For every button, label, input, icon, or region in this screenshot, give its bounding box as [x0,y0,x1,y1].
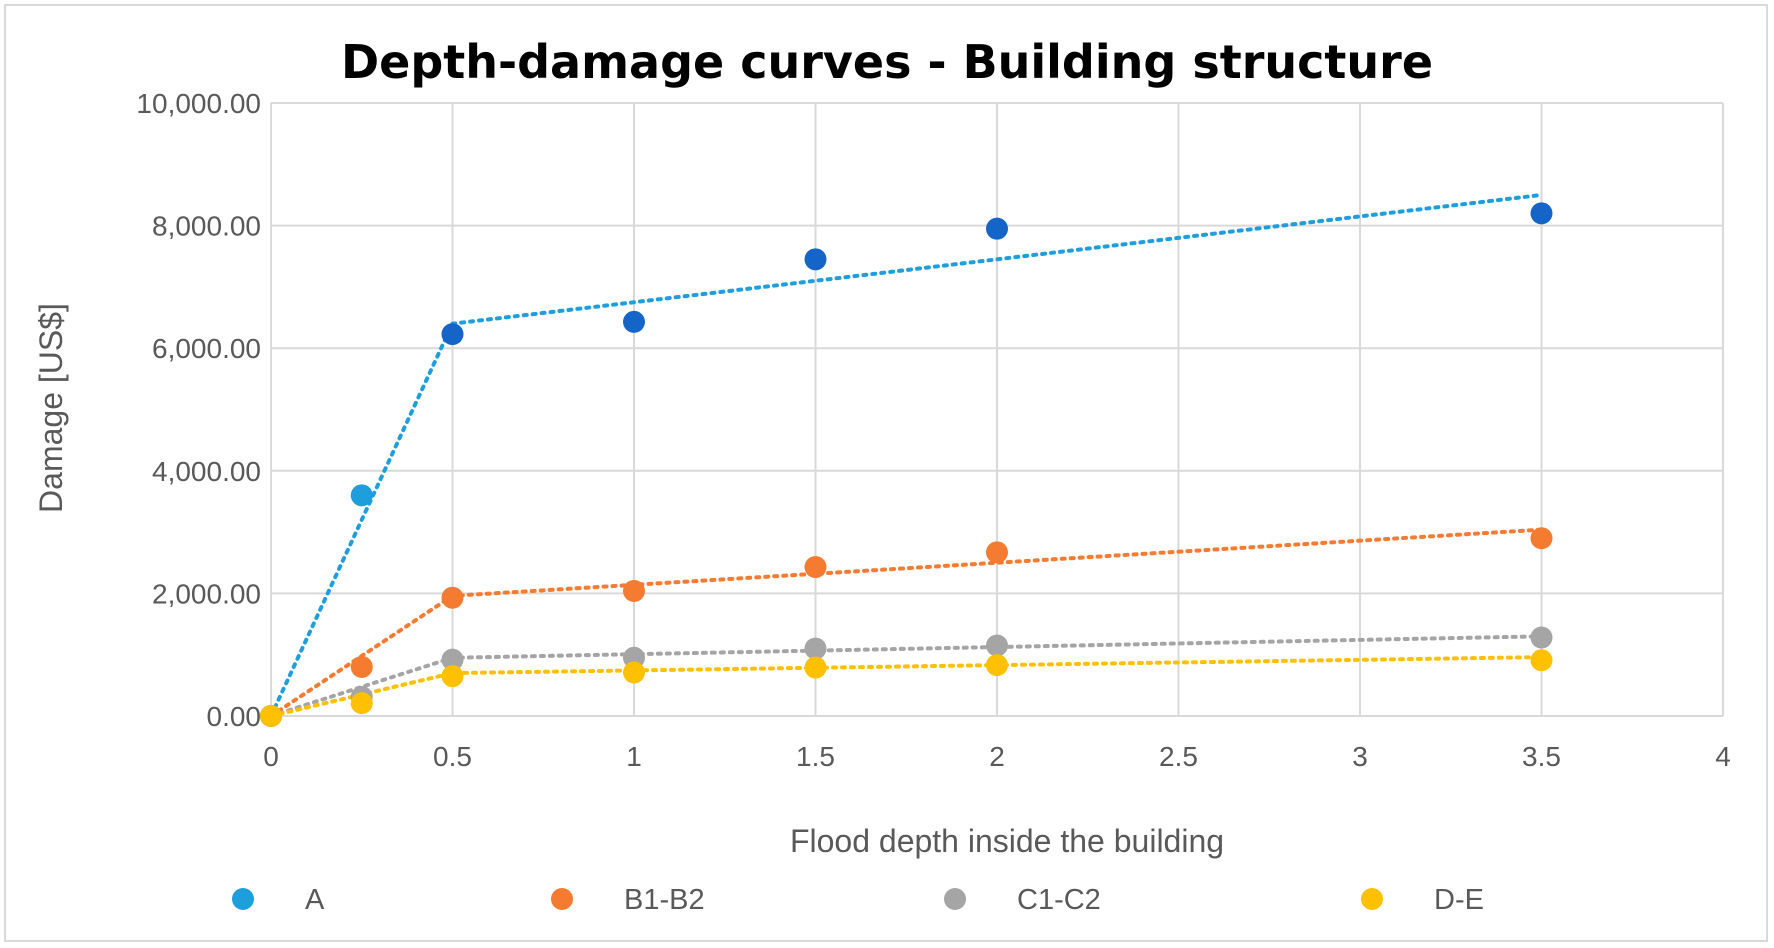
data-point-series-2 [986,634,1008,657]
trendlines [269,192,1544,718]
legend-label: D-E [1434,884,1484,916]
y-tick-label: 4,000.00 [152,456,261,487]
legend-marker [944,888,966,910]
chart-frame [4,4,1768,942]
legend-label: B1-B2 [624,884,705,916]
data-point-series-3 [441,665,464,688]
tick-labels: 0.00 2,000.00 4,000.00 6,000.00 8,000.00 10,0… [136,88,1730,772]
y-tick-label: 6,000.00 [152,333,261,364]
x-tick-label: 3 [1352,741,1368,772]
trendline-series-1 [269,527,1544,718]
x-tick-label: 0 [263,741,279,772]
data-point-series-0 [350,484,373,507]
data-point-series-1 [804,556,827,579]
data-point-series-3 [623,661,645,684]
trendline-series-0 [269,192,1544,718]
x-tick-label: 2.5 [1159,741,1198,772]
legend-marker [551,888,573,910]
y-tick-label: 2,000.00 [152,578,261,609]
legend: A B1-B2 C1-C2 D-E [232,884,1484,916]
data-points [260,202,1553,727]
data-point-series-0 [623,310,645,333]
data-point-series-2 [1530,626,1553,649]
x-tick-label: 0.5 [433,741,472,772]
legend-marker [1361,888,1383,910]
legend-label: A [305,884,325,916]
x-tick-label: 3.5 [1522,741,1561,772]
y-axis-title: Damage [US$] [33,303,69,513]
x-tick-label: 2 [989,741,1005,772]
data-point-series-1 [1530,527,1553,550]
data-point-series-3 [1530,649,1553,672]
data-point-series-3 [804,656,827,679]
data-point-series-0 [441,323,464,346]
data-point-series-1 [986,541,1008,564]
y-tick-label: 8,000.00 [152,211,261,242]
data-point-series-1 [623,579,645,602]
data-point-series-0 [986,217,1008,240]
y-tick-label: 10,000.00 [136,88,261,119]
data-point-series-3 [986,654,1008,677]
x-tick-label: 4 [1715,741,1731,772]
chart-title: Depth-damage curves - Building structure [341,35,1433,89]
data-point-series-3 [350,692,373,715]
legend-label: C1-C2 [1017,884,1101,916]
data-point-series-2 [804,637,827,660]
y-tick-label: 0.00 [207,701,262,732]
x-tick-label: 1 [626,741,642,772]
grid [270,102,1724,717]
trendline-series-3 [269,655,1544,718]
x-axis-title: Flood depth inside the building [790,823,1224,859]
data-point-series-2 [441,648,464,671]
data-point-series-0 [804,248,827,271]
x-tick-label: 1.5 [796,741,835,772]
legend-marker [232,888,254,910]
data-point-series-1 [441,586,464,609]
data-point-series-0 [1530,202,1553,225]
data-point-series-3 [260,705,282,727]
data-point-series-1 [350,655,373,678]
